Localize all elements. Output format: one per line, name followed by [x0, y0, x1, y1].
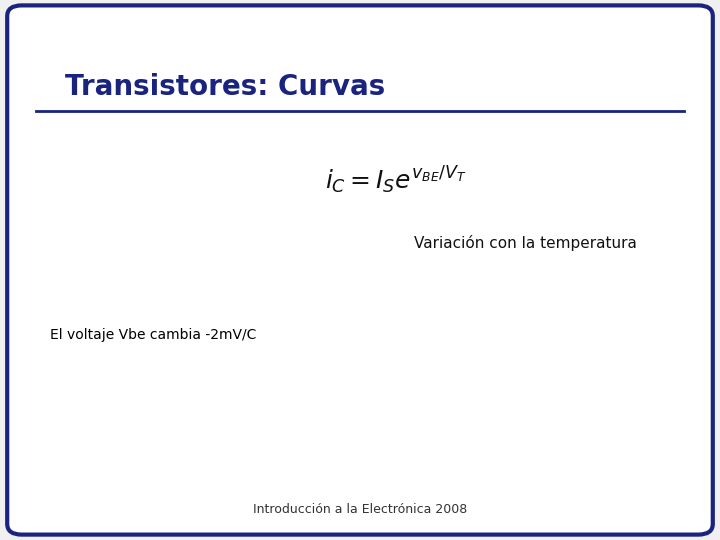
Text: El voltaje Vbe cambia -2mV/C: El voltaje Vbe cambia -2mV/C: [50, 328, 257, 342]
Text: $i_C = I_S e^{v_{BE}/V_T}$: $i_C = I_S e^{v_{BE}/V_T}$: [325, 165, 467, 196]
Text: $T_3$: $T_3$: [559, 267, 570, 281]
Text: I: I: [353, 389, 356, 399]
Text: Transistores: Curvas: Transistores: Curvas: [65, 73, 385, 101]
Text: $T_1 > T_2 > T_3$: $T_1 > T_2 > T_3$: [374, 325, 435, 339]
Text: $i_C$: $i_C$: [343, 261, 354, 275]
Text: $T_1$: $T_1$: [516, 267, 527, 281]
Text: $v_{BE}$: $v_{BE}$: [647, 496, 666, 508]
Text: Introducción a la Electrónica 2008: Introducción a la Electrónica 2008: [253, 503, 467, 516]
Text: Variación con la temperatura: Variación con la temperatura: [414, 235, 637, 251]
Text: $T_2$: $T_2$: [537, 267, 549, 281]
